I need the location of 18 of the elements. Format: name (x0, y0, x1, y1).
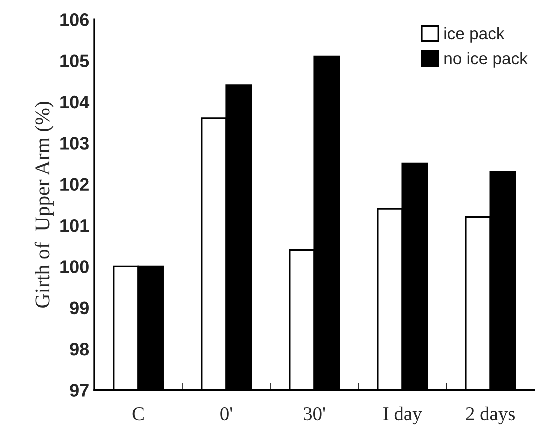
y-tick-label: 103 (60, 137, 89, 150)
x-tick-label: 30' (304, 407, 326, 421)
x-tick-label: 2 days (466, 406, 515, 425)
y-tick-label: 101 (60, 219, 90, 232)
y-tick-label: 98 (70, 342, 90, 356)
x-tick-label: I day (384, 406, 422, 425)
y-tick-label: 97 (70, 384, 89, 397)
y-tick-label: 99 (70, 302, 89, 315)
legend-label: ice pack (444, 27, 505, 43)
y-tick-label: 106 (60, 14, 89, 26)
x-tick-label: 0' (220, 407, 232, 421)
y-tick-label: 102 (60, 178, 89, 192)
y-tick-label: 104 (60, 96, 90, 109)
legend-label: no ice pack (444, 52, 528, 68)
y-tick-label: 105 (60, 54, 90, 68)
y-axis-title: Girth of Upper Arm (%) (34, 102, 54, 308)
x-tick-label: C (132, 408, 144, 421)
y-tick-label: 100 (60, 260, 89, 274)
